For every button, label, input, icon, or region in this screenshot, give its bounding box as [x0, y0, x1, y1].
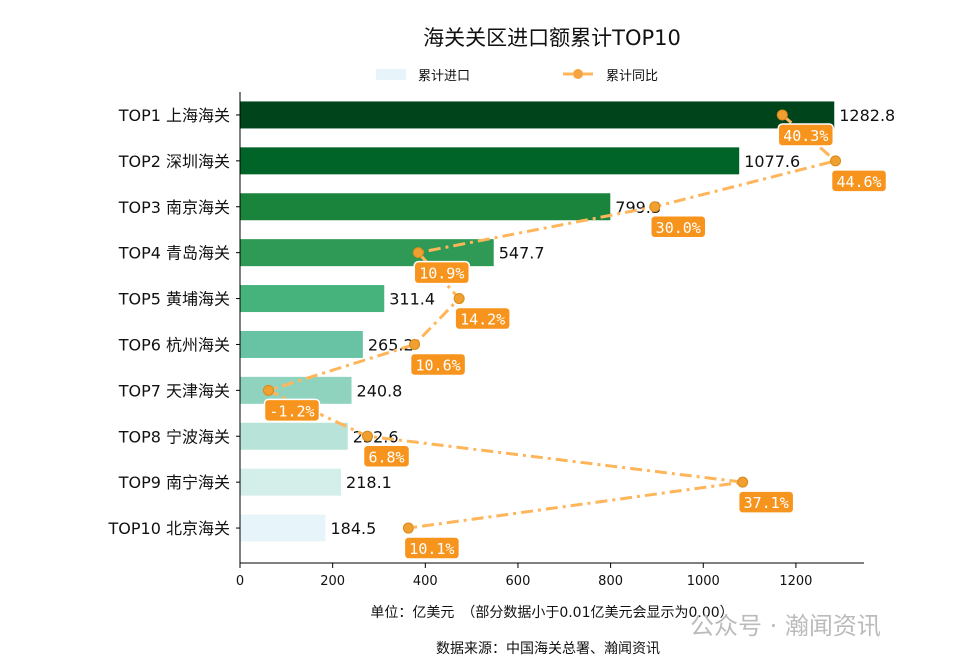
y-tick-label: TOP3 南京海关 [118, 198, 230, 217]
growth-label: 30.0% [656, 219, 701, 237]
bar [240, 422, 348, 450]
watermark: 公众号 · 瀚闻资讯 [690, 612, 881, 640]
growth-label: 44.6% [836, 173, 881, 191]
growth-label-box [650, 215, 707, 239]
x-axis-label: 单位：亿美元 （部分数据小于0.01亿美元会显示为0.00） [370, 605, 733, 621]
legend-label-line: 累计同比 [606, 69, 658, 84]
growth-label: 10.6% [415, 356, 460, 374]
x-tick-label: 400 [413, 574, 438, 589]
growth-label: 40.3% [783, 127, 828, 145]
growth-label-box [413, 260, 471, 285]
y-tick-label: TOP1 上海海关 [118, 106, 230, 125]
growth-label: 14.2% [460, 311, 505, 329]
bar [240, 330, 363, 358]
bar [240, 101, 835, 129]
growth-label: 10.9% [419, 265, 464, 283]
growth-label: 10.1% [409, 540, 454, 558]
bar-value-label: 1282.8 [839, 106, 895, 125]
legend-marker [573, 69, 583, 79]
growth-label: 37.1% [744, 494, 789, 512]
y-tick-label: TOP5 黄埔海关 [118, 290, 230, 309]
bar-value-label: 547.7 [499, 244, 545, 263]
chart-title: 海关关区进口额累计TOP10 [423, 26, 681, 50]
legend-swatch-bar [376, 69, 406, 80]
x-tick-label: 0 [236, 574, 244, 589]
y-tick-label: TOP6 杭州海关 [118, 335, 230, 354]
growth-label: 6.8% [368, 448, 404, 466]
growth-point [830, 155, 842, 167]
x-tick-label: 800 [598, 574, 623, 589]
growth-label-box [830, 169, 888, 193]
growth-label-box [403, 536, 461, 560]
growth-point [776, 109, 788, 121]
legend-label-bar: 累计进口 [418, 69, 470, 84]
growth-point [362, 430, 374, 442]
x-tick-label: 1200 [779, 574, 812, 589]
source-note: 数据来源：中国海关总署、瀚闻资讯 [436, 641, 660, 657]
y-tick-label: TOP8 宁波海关 [118, 427, 230, 446]
bar-value-label: 311.4 [389, 290, 435, 309]
y-tick-label: TOP9 南宁海关 [118, 473, 230, 492]
bar [240, 285, 385, 313]
growth-line [264, 113, 839, 530]
growth-label-box [737, 490, 795, 514]
x-tick-label: 200 [320, 574, 345, 589]
growth-point [453, 293, 465, 305]
growth-point [402, 522, 414, 534]
y-tick-label: TOP4 青岛海关 [118, 244, 230, 263]
bar [240, 147, 740, 175]
y-tick-label: TOP7 天津海关 [118, 381, 230, 400]
growth-label: -1.2% [269, 402, 314, 420]
bar-value-label: 184.5 [330, 519, 376, 538]
growth-point [262, 384, 274, 396]
growth-point [412, 247, 424, 259]
growth-label-box [362, 444, 411, 468]
growth-point [737, 476, 749, 488]
bar [240, 468, 342, 496]
bar [240, 514, 326, 542]
x-tick-label: 600 [506, 574, 531, 589]
legend: 累计进口 累计同比 [376, 69, 658, 84]
bar-value-label: 1077.6 [744, 152, 800, 171]
growth-label-box [409, 352, 467, 377]
bar-value-label: 218.1 [346, 473, 392, 492]
growth-point [649, 201, 661, 213]
bar-value-label: 240.8 [357, 381, 403, 400]
growth-label-box [777, 123, 835, 147]
bar-value-label: 265.2 [368, 335, 414, 354]
y-tick-label: TOP10 北京海关 [108, 519, 230, 538]
growth-point [409, 338, 421, 350]
growth-label-box [263, 398, 321, 423]
x-tick-label: 1000 [687, 574, 720, 589]
bar [240, 193, 611, 221]
growth-label-box [454, 306, 511, 331]
y-tick-label: TOP2 深圳海关 [118, 152, 230, 171]
